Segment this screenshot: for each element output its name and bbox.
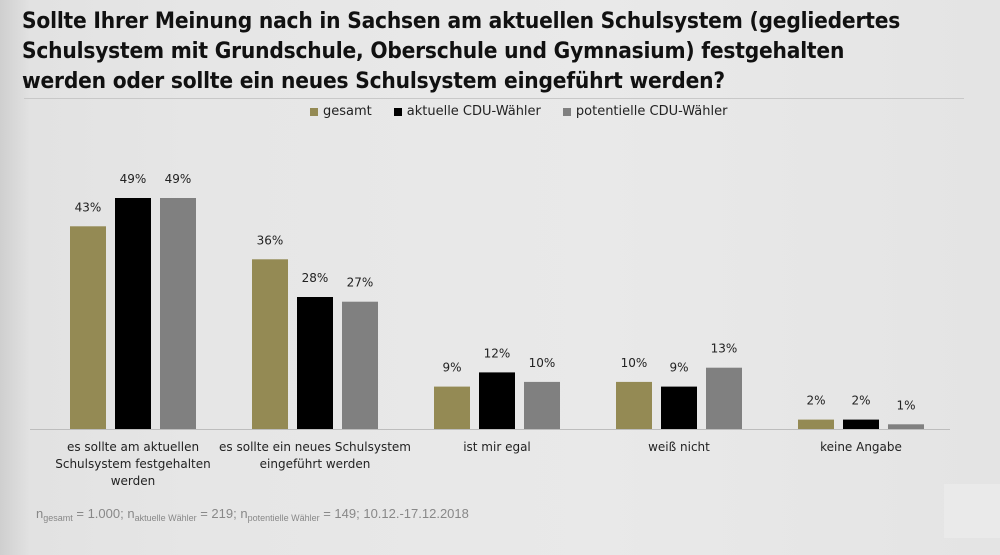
bar <box>479 372 515 429</box>
category-label-line: weiß nicht <box>648 440 710 454</box>
bar-value-label: 10% <box>621 356 648 370</box>
bar <box>160 198 196 429</box>
n-gesamt-value: = 1.000; <box>72 506 128 521</box>
bar <box>798 419 834 429</box>
n-potentielle-value: = 149; 10.12.-17.12.2018 <box>319 506 469 521</box>
title-divider <box>24 98 964 99</box>
bar <box>524 381 560 429</box>
legend-swatch <box>393 107 402 116</box>
n-aktuelle-sub: aktuelle Wähler <box>134 513 197 523</box>
legend-label: gesamt <box>323 104 372 119</box>
category-label: weiß nicht <box>579 439 779 456</box>
legend-label: potentielle CDU-Wähler <box>575 104 728 119</box>
bar-value-label: 2% <box>851 394 870 408</box>
sample-size-footnote: ngesamt = 1.000; naktuelle Wähler = 219;… <box>36 506 469 523</box>
chart-title-line-3: werden oder sollte ein neues Schulsystem… <box>22 68 725 94</box>
n-gesamt-label: n <box>36 506 44 521</box>
bar <box>843 419 879 429</box>
chart-legend: gesamt aktuelle CDU-Wähler potentielle CDU… <box>310 104 727 119</box>
category-label: keine Angabe <box>761 439 961 456</box>
bar-value-label: 9% <box>442 361 461 375</box>
chart-title-line-1: Sollte Ihrer Meinung nach in Sachsen am … <box>22 8 901 34</box>
corner-overlay <box>944 484 1000 538</box>
category-label-line: eingeführt werden <box>259 457 371 471</box>
legend-item-2: potentielle CDU-Wähler <box>562 104 728 119</box>
bar <box>115 198 151 429</box>
category-label-line: es sollte am aktuellen <box>66 440 200 454</box>
bar-value-label: 49% <box>165 172 192 186</box>
bar-value-label: 1% <box>896 398 915 412</box>
legend-swatch <box>562 107 571 116</box>
bar-value-label: 49% <box>120 172 147 186</box>
bar <box>342 301 378 429</box>
bar-value-label: 36% <box>257 233 284 247</box>
bar-value-label: 2% <box>806 394 825 408</box>
category-label: ist mir egal <box>397 439 597 456</box>
chart-title: Sollte Ihrer Meinung nach in Sachsen am … <box>22 6 982 96</box>
bar <box>616 381 652 429</box>
legend-item-1: aktuelle CDU-Wähler <box>393 104 541 119</box>
n-potentielle-sub: potentielle Wähler <box>247 513 320 523</box>
bar <box>297 297 333 429</box>
category-label: es sollte am aktuellen Schulsystem festge… <box>33 439 233 490</box>
bar <box>706 367 742 429</box>
n-aktuelle-label: n <box>127 506 135 521</box>
bar-value-label: 10% <box>529 356 556 370</box>
legend-swatch <box>310 107 318 116</box>
n-aktuelle-value: = 219; <box>196 506 241 521</box>
bar <box>70 226 106 429</box>
bar-value-label: 43% <box>75 200 102 214</box>
bar <box>888 424 924 429</box>
bar-value-label: 12% <box>484 346 511 360</box>
n-gesamt-sub: gesamt <box>43 513 73 523</box>
category-label-line: ist mir egal <box>463 440 531 454</box>
bar-value-label: 9% <box>669 361 688 375</box>
n-potentielle-label: n <box>240 506 248 521</box>
bar-value-label: 28% <box>302 271 329 285</box>
bar-value-label: 27% <box>347 276 374 290</box>
category-label-line: keine Angabe <box>820 440 902 454</box>
bar-value-label: 13% <box>711 342 738 356</box>
bar <box>434 386 470 429</box>
category-label-line: Schulsystem festgehalten <box>55 457 211 471</box>
bar <box>661 386 697 429</box>
category-label: es sollte ein neues Schulsystem eingeführ… <box>215 439 415 473</box>
legend-label: aktuelle CDU-Wähler <box>406 104 541 119</box>
chart-title-line-2: Schulsystem mit Grundschule, Oberschule … <box>22 38 845 64</box>
bar <box>252 259 288 429</box>
category-label-line: werden <box>110 474 156 488</box>
legend-item-0: gesamt <box>310 104 372 119</box>
category-label-line: es sollte ein neues Schulsystem <box>219 440 411 454</box>
